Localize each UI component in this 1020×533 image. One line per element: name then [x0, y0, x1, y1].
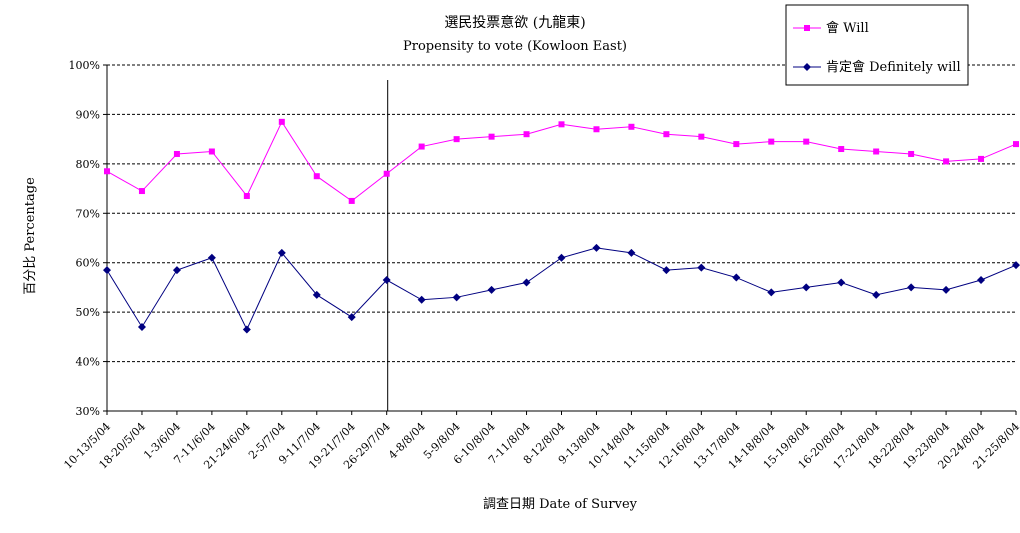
data-point	[558, 121, 565, 128]
data-point	[628, 123, 635, 130]
data-point	[277, 248, 286, 257]
data-point	[767, 288, 776, 297]
data-point	[208, 148, 215, 155]
data-point	[662, 266, 671, 275]
data-point	[732, 273, 741, 282]
data-point	[838, 146, 845, 153]
data-point	[452, 293, 461, 302]
data-point	[908, 150, 915, 157]
data-point	[907, 283, 916, 292]
data-point	[453, 136, 460, 143]
y-tick-label: 40%	[76, 356, 100, 369]
series-line-0	[106, 120, 1017, 202]
data-point	[172, 266, 181, 275]
data-point	[1013, 141, 1019, 148]
data-point	[242, 325, 251, 334]
legend-box	[785, 4, 969, 86]
x-axis-label: 調查日期 Date of Survey	[483, 497, 638, 512]
series	[103, 118, 1020, 334]
y-tick-label: 90%	[76, 108, 100, 121]
data-point	[977, 276, 986, 285]
grid	[107, 64, 1016, 363]
data-point	[627, 248, 636, 257]
x-tick-label: 4-8/8/04	[386, 420, 428, 462]
data-point	[104, 168, 110, 175]
data-point	[312, 290, 321, 299]
data-point	[663, 131, 670, 138]
data-point	[768, 138, 775, 145]
chart-subtitle: Propensity to vote (Kowloon East)	[403, 39, 627, 54]
data-point	[418, 143, 425, 150]
data-point	[103, 266, 111, 275]
data-point	[347, 313, 356, 322]
data-point	[873, 148, 880, 155]
data-point	[488, 133, 495, 140]
data-point	[522, 278, 531, 287]
data-point	[837, 278, 846, 287]
y-tick-label: 60%	[76, 257, 100, 270]
data-point	[698, 133, 705, 140]
y-tick-label: 70%	[76, 207, 100, 220]
data-point	[697, 263, 706, 272]
legend-label-will: 會 Will	[826, 21, 869, 36]
data-point	[382, 276, 391, 285]
legend-marker-definitely	[803, 63, 811, 71]
data-point	[872, 290, 881, 299]
data-point	[313, 173, 320, 180]
data-point	[173, 150, 180, 157]
legend-label-definitely: 肯定會 Definitely will	[826, 60, 961, 75]
data-point	[137, 322, 146, 331]
y-tick-labels: 30% 40% 50% 60% 70% 80% 90% 100%	[69, 59, 100, 418]
chart-title: 選民投票意欲 (九龍東)	[444, 14, 585, 31]
data-point	[278, 118, 285, 125]
data-point	[592, 243, 601, 252]
y-tick-label: 80%	[76, 158, 100, 171]
data-point	[383, 170, 390, 177]
data-point	[978, 155, 985, 162]
data-point	[803, 138, 810, 145]
data-point	[942, 285, 951, 294]
y-tick-label: 50%	[76, 306, 100, 319]
data-point	[487, 285, 496, 294]
y-tick-label: 100%	[69, 59, 100, 72]
data-point	[943, 158, 950, 165]
data-point	[243, 192, 250, 199]
legend: 會 Will 肯定會 Definitely will	[785, 4, 969, 86]
data-point	[348, 197, 355, 204]
data-point	[802, 283, 811, 292]
data-point	[557, 253, 566, 262]
data-point	[207, 253, 216, 262]
y-tick-label: 30%	[76, 405, 100, 418]
data-point	[417, 295, 426, 304]
legend-marker-will	[804, 25, 810, 31]
data-point	[733, 141, 740, 148]
axes	[103, 64, 1017, 415]
y-axis-label: 百分比 Percentage	[23, 177, 38, 295]
data-point	[1012, 261, 1020, 270]
data-point	[523, 131, 530, 138]
x-tick-labels: 10-13/5/0418-20/5/041-3/6/047-11/6/0421-…	[61, 420, 1020, 472]
data-point	[138, 188, 145, 195]
data-point	[593, 126, 600, 133]
